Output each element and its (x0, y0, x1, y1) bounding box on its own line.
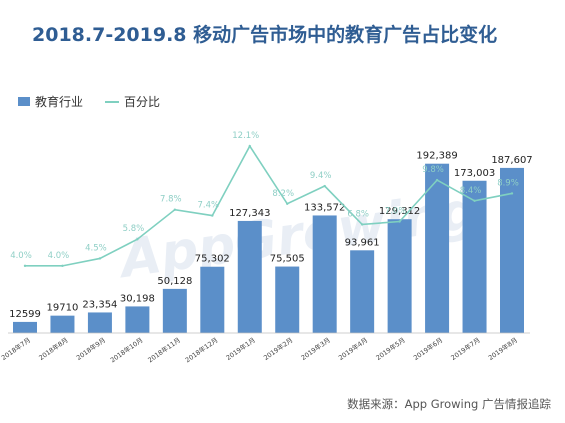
percent-point (211, 214, 214, 217)
bar (237, 220, 262, 333)
bar (87, 312, 112, 333)
legend-item-line: 百分比 (105, 93, 160, 110)
percent-label: 8.9% (497, 178, 519, 188)
x-tick-label: 2018年12月 (183, 335, 219, 364)
percent-label: 12.1% (232, 131, 259, 141)
bar (312, 215, 337, 333)
bar-value-label: 192,389 (416, 151, 457, 162)
x-tick-label: 2019年3月 (299, 335, 332, 362)
x-tick-label: 2019年5月 (374, 335, 407, 362)
bar-value-label: 93,961 (345, 237, 380, 248)
bar-value-label: 75,505 (270, 254, 305, 265)
x-tick-label: 2018年11月 (146, 335, 182, 364)
bar (50, 315, 75, 333)
bar (425, 163, 450, 333)
x-tick-label: 2019年8月 (486, 335, 519, 362)
percent-label: 9.4% (310, 171, 332, 181)
percent-label: 9.8% (422, 165, 444, 175)
percent-point (360, 223, 364, 226)
bar (462, 180, 487, 333)
bar-value-label: 133,572 (304, 202, 345, 213)
legend-bar-swatch (18, 97, 30, 106)
percent-point (286, 202, 289, 205)
bar (200, 266, 225, 333)
percent-label: 8.4% (460, 186, 482, 196)
x-tick-label: 2019年7月 (449, 335, 482, 362)
bar (125, 306, 150, 333)
percent-point (435, 178, 439, 182)
x-tick-label: 2018年8月 (37, 335, 70, 362)
percent-point (173, 208, 177, 211)
bar-value-label: 127,343 (229, 208, 270, 219)
legend: 教育行业 百分比 (18, 93, 182, 110)
percent-label: 4.5% (85, 243, 107, 253)
x-tick-label: 2018年10月 (108, 335, 144, 364)
bar-value-label: 50,128 (157, 276, 192, 287)
percent-label: 7.4% (198, 201, 220, 211)
percent-point (323, 184, 326, 188)
x-tick-label: 2019年6月 (411, 335, 444, 362)
bar-value-label: 173,003 (454, 168, 495, 179)
percent-line (25, 144, 513, 267)
percent-label: 8.2% (272, 189, 294, 199)
percent-point (136, 238, 139, 241)
percent-point (510, 192, 514, 195)
bar-value-label: 187,607 (491, 155, 532, 166)
chart-title: 2018.7-2019.8 移动广告市场中的教育广告占比变化 (32, 24, 498, 46)
percent-point (98, 257, 102, 260)
bar (275, 266, 300, 333)
percent-point (61, 264, 64, 268)
bar-value-label: 19710 (47, 303, 79, 314)
source-note: 数据来源：App Growing 广告情报追踪 (347, 397, 551, 411)
percent-label: 6.8% (347, 209, 369, 219)
bar-value-label: 129,312 (379, 206, 420, 217)
percent-point (248, 144, 251, 148)
bar-value-label: 23,354 (82, 299, 117, 310)
bar (13, 321, 37, 333)
bar-value-label: 12599 (9, 309, 41, 320)
percent-label: 5.8% (123, 224, 145, 234)
x-tick-label: 2018年9月 (74, 335, 107, 362)
legend-line-swatch (105, 100, 120, 103)
percent-label: 7.0% (385, 207, 407, 217)
percent-point (473, 199, 476, 202)
legend-item-bar: 教育行业 (18, 93, 83, 110)
legend-line-label: 百分比 (124, 95, 161, 109)
x-tick-label: 2019年1月 (224, 335, 257, 362)
percent-point (398, 220, 401, 223)
percent-label: 7.8% (160, 195, 182, 205)
x-tick-label: 2019年2月 (262, 335, 295, 362)
x-tick-label: 2018年7月 (0, 335, 32, 362)
bar-value-label: 30,198 (120, 293, 155, 304)
bar-value-label: 75,302 (195, 254, 230, 265)
percent-label: 4.0% (10, 251, 32, 261)
bar (350, 250, 375, 333)
x-tick-label: 2019年4月 (337, 335, 370, 362)
legend-bar-label: 教育行业 (35, 95, 84, 109)
percent-label: 4.0% (48, 251, 70, 261)
percent-point (23, 264, 27, 268)
bar (387, 219, 412, 333)
bar (162, 288, 187, 333)
